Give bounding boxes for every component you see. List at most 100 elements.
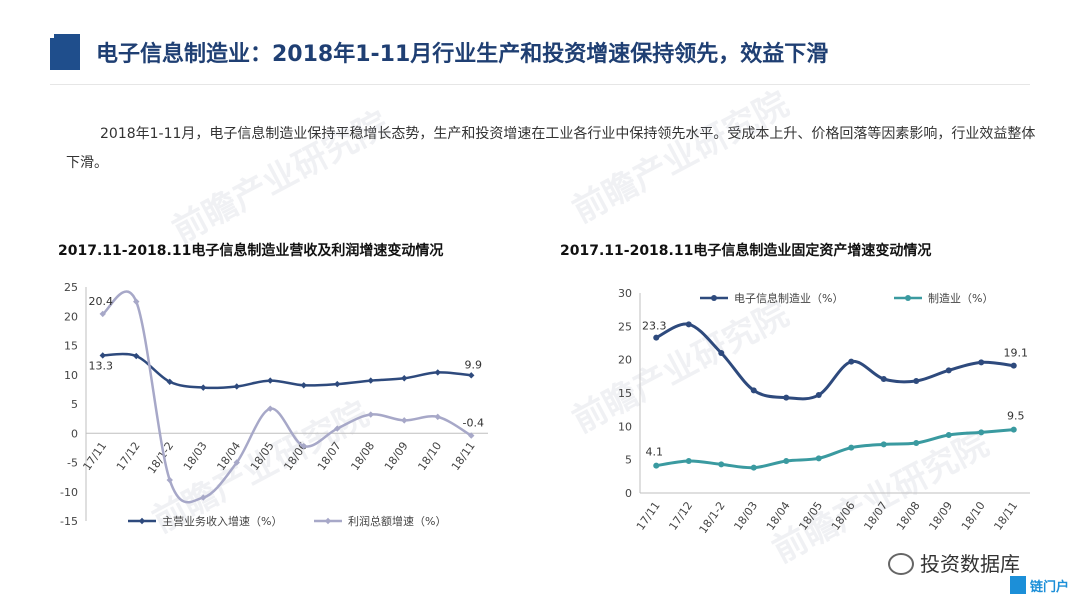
series-point-1 xyxy=(685,321,692,328)
intro-paragraph: 2018年1-11月，电子信息制造业保持平稳增长态势，生产和投资增速在工业各行业… xyxy=(66,126,1036,171)
series-point-1 xyxy=(300,382,307,389)
series-line-1 xyxy=(655,322,1014,401)
series-point-1 xyxy=(133,352,140,360)
y-tick-label: 10 xyxy=(64,369,78,382)
series-point-1 xyxy=(880,376,887,382)
series-point-1 xyxy=(99,352,106,359)
series-point-1 xyxy=(978,359,985,366)
legend-label-1: 主营业务收入增速（%） xyxy=(162,514,282,528)
series-point-2 xyxy=(334,425,341,432)
series-line-1 xyxy=(102,352,472,390)
series-point-1 xyxy=(718,350,725,356)
series-point-1 xyxy=(334,380,341,388)
series-point-1 xyxy=(166,378,173,385)
x-tick-label: 18/11 xyxy=(991,499,1020,532)
series-point-1 xyxy=(200,384,207,391)
legend-label-2: 制造业（%） xyxy=(928,291,993,305)
series-point-2 xyxy=(783,458,790,464)
series-point-1 xyxy=(783,394,790,401)
x-tick-label: 17/12 xyxy=(666,499,695,532)
series-point-2 xyxy=(978,429,985,436)
x-tick-label: 18/1-2 xyxy=(697,499,728,536)
series-point-2 xyxy=(267,405,274,412)
series-point-2 xyxy=(468,432,475,439)
series-point-2 xyxy=(880,441,887,448)
x-tick-label: 18/09 xyxy=(926,499,955,532)
x-tick-label: 18/03 xyxy=(731,499,760,532)
x-tick-label: 18/10 xyxy=(959,499,988,532)
y-tick-label: 20 xyxy=(618,354,632,367)
x-tick-label: 18/06 xyxy=(829,499,858,532)
legend-marker-2 xyxy=(905,295,911,301)
y-tick-label: 5 xyxy=(71,398,78,411)
series-point-2 xyxy=(653,462,660,469)
series-point-2 xyxy=(1010,426,1017,433)
series-point-2 xyxy=(750,464,757,471)
brand-logo: 链门户 xyxy=(1010,574,1070,600)
source-label: 投资数据库 xyxy=(888,548,1020,577)
series-point-2 xyxy=(685,458,692,464)
legend-label-1: 电子信息制造业（%） xyxy=(734,291,843,305)
data-label: 19.1 xyxy=(1004,347,1029,360)
logo-mark-icon xyxy=(1010,576,1026,594)
series-point-2 xyxy=(200,494,207,501)
y-tick-label: -15 xyxy=(60,515,78,528)
series-point-1 xyxy=(653,334,660,341)
series-point-2 xyxy=(913,440,920,446)
y-tick-label: 0 xyxy=(625,487,632,500)
series-point-1 xyxy=(913,378,920,384)
series-point-1 xyxy=(848,358,855,365)
data-label: 9.9 xyxy=(465,358,483,371)
data-label: 9.5 xyxy=(1007,410,1025,423)
series-point-2 xyxy=(434,413,441,421)
data-label: 20.4 xyxy=(89,295,114,308)
series-point-1 xyxy=(233,383,240,390)
data-label: -0.4 xyxy=(463,417,484,430)
series-point-2 xyxy=(300,442,307,450)
series-point-1 xyxy=(434,369,441,376)
y-tick-label: 20 xyxy=(64,310,78,323)
series-point-1 xyxy=(1010,362,1017,369)
series-point-1 xyxy=(815,392,822,398)
x-tick-label: 17/11 xyxy=(634,499,663,532)
series-point-2 xyxy=(945,432,952,438)
series-point-1 xyxy=(945,367,952,374)
chart1-title: 2017.11-2018.11电子信息制造业营收及利润增速变动情况 xyxy=(58,243,444,259)
y-tick-label: 25 xyxy=(618,320,632,333)
y-tick-label: 5 xyxy=(625,454,632,467)
data-label: 13.3 xyxy=(89,359,114,372)
series-line-2 xyxy=(656,428,1014,470)
y-tick-label: -10 xyxy=(60,486,78,499)
series-point-2 xyxy=(133,298,140,305)
y-tick-label: 0 xyxy=(71,427,78,440)
header-divider xyxy=(50,84,1030,85)
x-tick-label: 18/08 xyxy=(894,499,923,532)
data-label: 23.3 xyxy=(642,320,667,333)
legend-marker-1 xyxy=(138,517,146,525)
series-point-2 xyxy=(815,455,822,462)
title-accent-block xyxy=(44,28,80,70)
series-point-1 xyxy=(367,377,374,384)
y-tick-label: 15 xyxy=(64,340,78,353)
series-point-2 xyxy=(367,411,374,418)
series-point-2 xyxy=(848,444,855,451)
legend-label-2: 利润总额增速（%） xyxy=(348,514,446,528)
y-tick-label: 10 xyxy=(618,420,632,433)
y-tick-label: 30 xyxy=(618,287,632,300)
series-point-1 xyxy=(267,377,274,384)
series-point-2 xyxy=(401,417,408,424)
data-label: 4.1 xyxy=(646,446,664,459)
series-point-2 xyxy=(233,459,240,466)
y-tick-label: 25 xyxy=(64,281,78,294)
series-point-2 xyxy=(166,476,173,484)
legend-marker-2 xyxy=(324,517,332,525)
x-tick-label: 18/07 xyxy=(861,499,890,532)
logo-text: 链门户 xyxy=(1030,580,1070,595)
wechat-icon xyxy=(888,552,914,575)
series-point-1 xyxy=(750,387,757,394)
chart2-title: 2017.11-2018.11电子信息制造业固定资产增速变动情况 xyxy=(560,243,932,259)
page-title: 电子信息制造业：2018年1-11月行业生产和投资增速保持领先，效益下滑 xyxy=(96,42,829,67)
y-tick-label: 15 xyxy=(618,387,632,400)
